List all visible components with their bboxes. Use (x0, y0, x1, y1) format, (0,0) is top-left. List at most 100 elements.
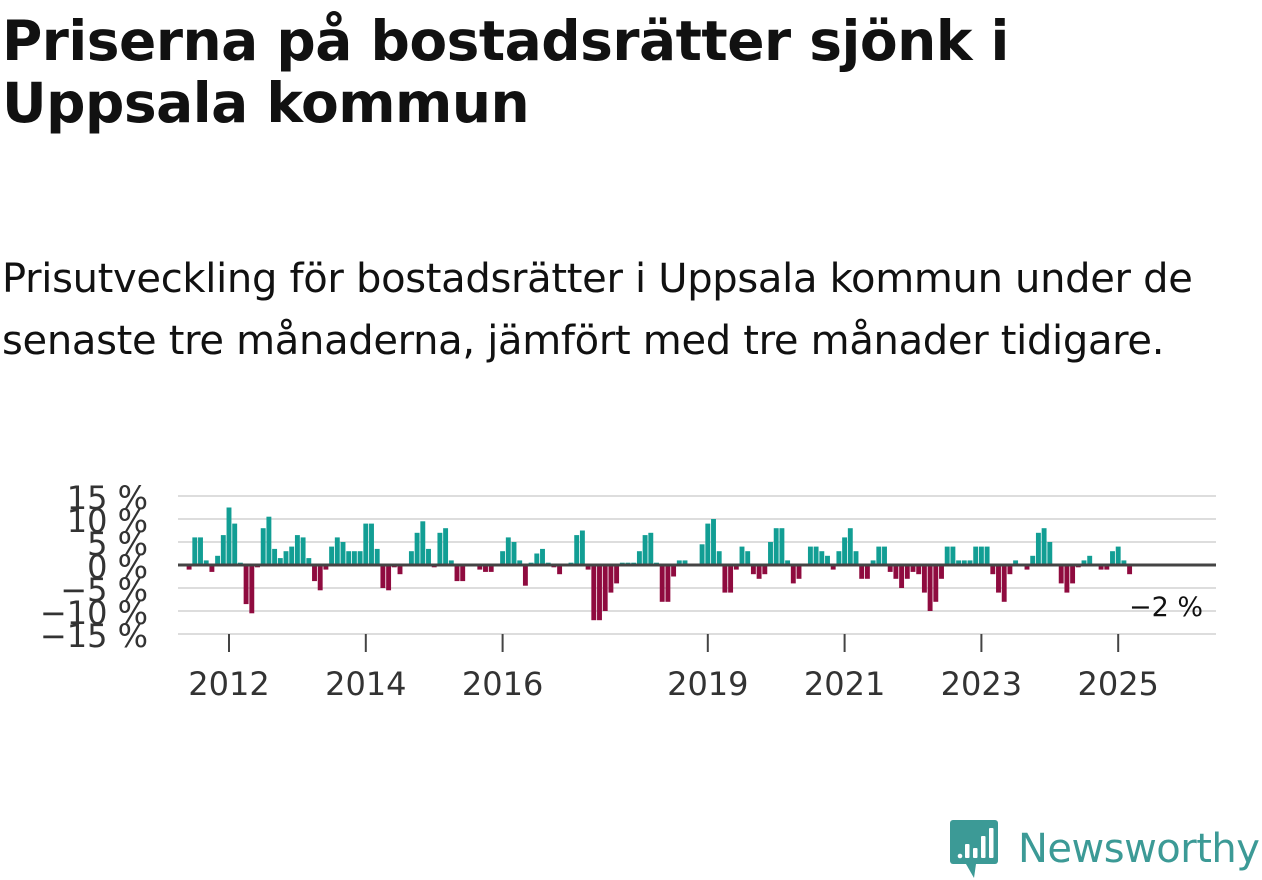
bar (790, 565, 796, 584)
bar (785, 560, 791, 565)
bar (614, 565, 620, 584)
bar (921, 565, 927, 593)
bar (374, 548, 380, 565)
bar (312, 565, 317, 582)
bar (454, 565, 460, 582)
bar (477, 565, 483, 570)
bar-chart: 15 %10 %5 %0 %−5 %−10 %−15 % 2012 2014 201… (40, 479, 1216, 703)
bar (1110, 551, 1115, 565)
bar (779, 528, 785, 565)
bar (1007, 565, 1013, 575)
bar (671, 565, 677, 577)
bar (443, 528, 449, 565)
bar (386, 565, 392, 591)
bar (950, 546, 956, 565)
bar (351, 551, 357, 565)
last-value-label: −2 % (1129, 592, 1203, 623)
bar (899, 565, 905, 588)
bar (363, 523, 369, 565)
bar (876, 546, 882, 565)
bar (540, 548, 545, 565)
bar (243, 565, 249, 605)
bar (904, 565, 910, 579)
bar (944, 546, 950, 565)
bar (699, 544, 705, 565)
bar (329, 546, 335, 565)
bar (602, 565, 608, 611)
bar (437, 532, 443, 565)
bar (597, 565, 602, 621)
bar (796, 565, 802, 579)
bar (813, 546, 819, 565)
bar (300, 537, 306, 565)
bar (397, 565, 403, 575)
bar (1024, 565, 1030, 570)
bar (283, 551, 289, 565)
bar (973, 546, 979, 565)
bar (323, 565, 329, 570)
bar (277, 558, 283, 565)
bar (825, 555, 830, 565)
y-tick-label: 15 % (67, 479, 148, 517)
bar (728, 565, 734, 593)
bar (1127, 565, 1133, 575)
bar (853, 551, 859, 565)
x-axis: 2012 2014 2016 2019 2021 2023 2025 (188, 634, 1159, 703)
bar (198, 537, 203, 565)
bar (266, 516, 272, 565)
bar (1081, 560, 1087, 565)
bar (659, 565, 665, 602)
bar (882, 546, 887, 565)
bar (1121, 560, 1127, 565)
bar (306, 558, 312, 565)
bar (294, 535, 300, 565)
bar (500, 551, 506, 565)
bar (334, 537, 340, 565)
bar (739, 546, 745, 565)
bar (380, 565, 386, 588)
bar (927, 565, 933, 611)
annotations: −2 % (1129, 592, 1203, 623)
y-tick-label: 10 % (67, 502, 148, 540)
bar (517, 560, 523, 565)
y-axis: 15 %10 %5 %0 %−5 %−10 %−15 % (40, 479, 148, 655)
bar (722, 565, 728, 593)
bar (916, 565, 922, 575)
bar-series (186, 507, 1133, 621)
bar (579, 530, 585, 565)
y-tick-label: 5 % (87, 525, 148, 563)
x-tick-label: 2023 (941, 665, 1022, 703)
bar (460, 565, 466, 582)
bar (1030, 555, 1036, 565)
bar (819, 551, 825, 565)
x-tick-label: 2021 (804, 665, 885, 703)
bar (830, 565, 836, 570)
chart-subtitle: Prisutveckling för bostadsrätter i Uppsa… (2, 256, 1193, 364)
chart-title: Priserna på bostadsrätter sjönk i Uppsal… (2, 9, 1009, 135)
bar (956, 560, 962, 565)
bar (842, 537, 848, 565)
bar (1104, 565, 1110, 570)
bar (939, 565, 944, 579)
bar (773, 528, 779, 565)
bar (420, 521, 426, 565)
bar (215, 555, 221, 565)
bar (260, 528, 266, 565)
bar (682, 560, 688, 565)
bar (711, 519, 716, 565)
bar (522, 565, 528, 586)
x-tick-label: 2016 (462, 665, 543, 703)
bar (1058, 565, 1064, 584)
bar (203, 560, 209, 565)
bar (705, 523, 711, 565)
y-tick-label: −10 % (40, 594, 148, 632)
bar (1041, 528, 1047, 565)
bar (426, 548, 431, 565)
x-tick-label: 2019 (667, 665, 748, 703)
bar (859, 565, 865, 579)
bar (346, 551, 352, 565)
bar (676, 560, 682, 565)
bar (357, 551, 363, 565)
bar (534, 553, 540, 565)
bar (408, 551, 414, 565)
